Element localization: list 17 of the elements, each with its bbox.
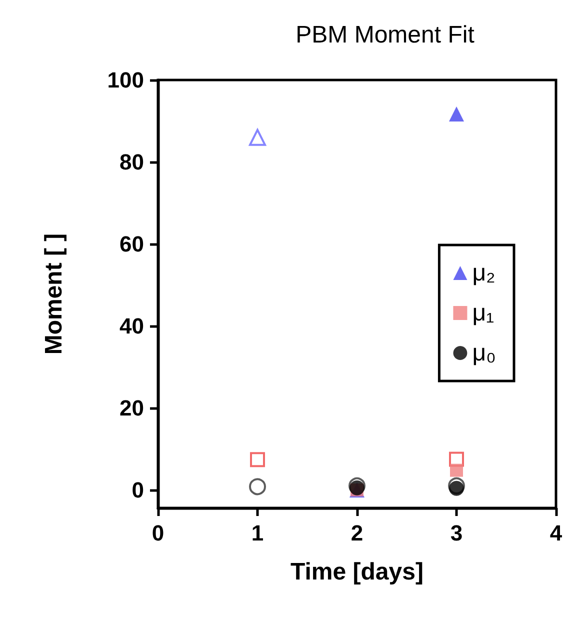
y-tick-label: 60 — [120, 231, 144, 256]
y-tick-label: 80 — [120, 149, 144, 174]
y-tick-label: 100 — [107, 68, 144, 92]
x-tick-label: 4 — [550, 520, 563, 546]
legend-label: μ₂ — [472, 260, 496, 286]
chart-title: PBM Moment Fit — [296, 22, 475, 48]
y-axis-title: Moment [ ] — [40, 233, 68, 355]
y-tick-label: 20 — [120, 395, 144, 420]
legend-label: μ₁ — [472, 300, 494, 326]
y-tick-label: 40 — [120, 313, 144, 338]
y-tick-label: 0 — [132, 477, 144, 502]
x-tick-label: 2 — [350, 520, 364, 546]
x-tick-label: 1 — [251, 520, 264, 546]
x-tick-label: 0 — [152, 520, 164, 546]
legend-label: μ₀ — [472, 340, 496, 366]
x-axis-title: Time [days] — [290, 558, 424, 586]
x-tick-label: 3 — [450, 520, 463, 546]
